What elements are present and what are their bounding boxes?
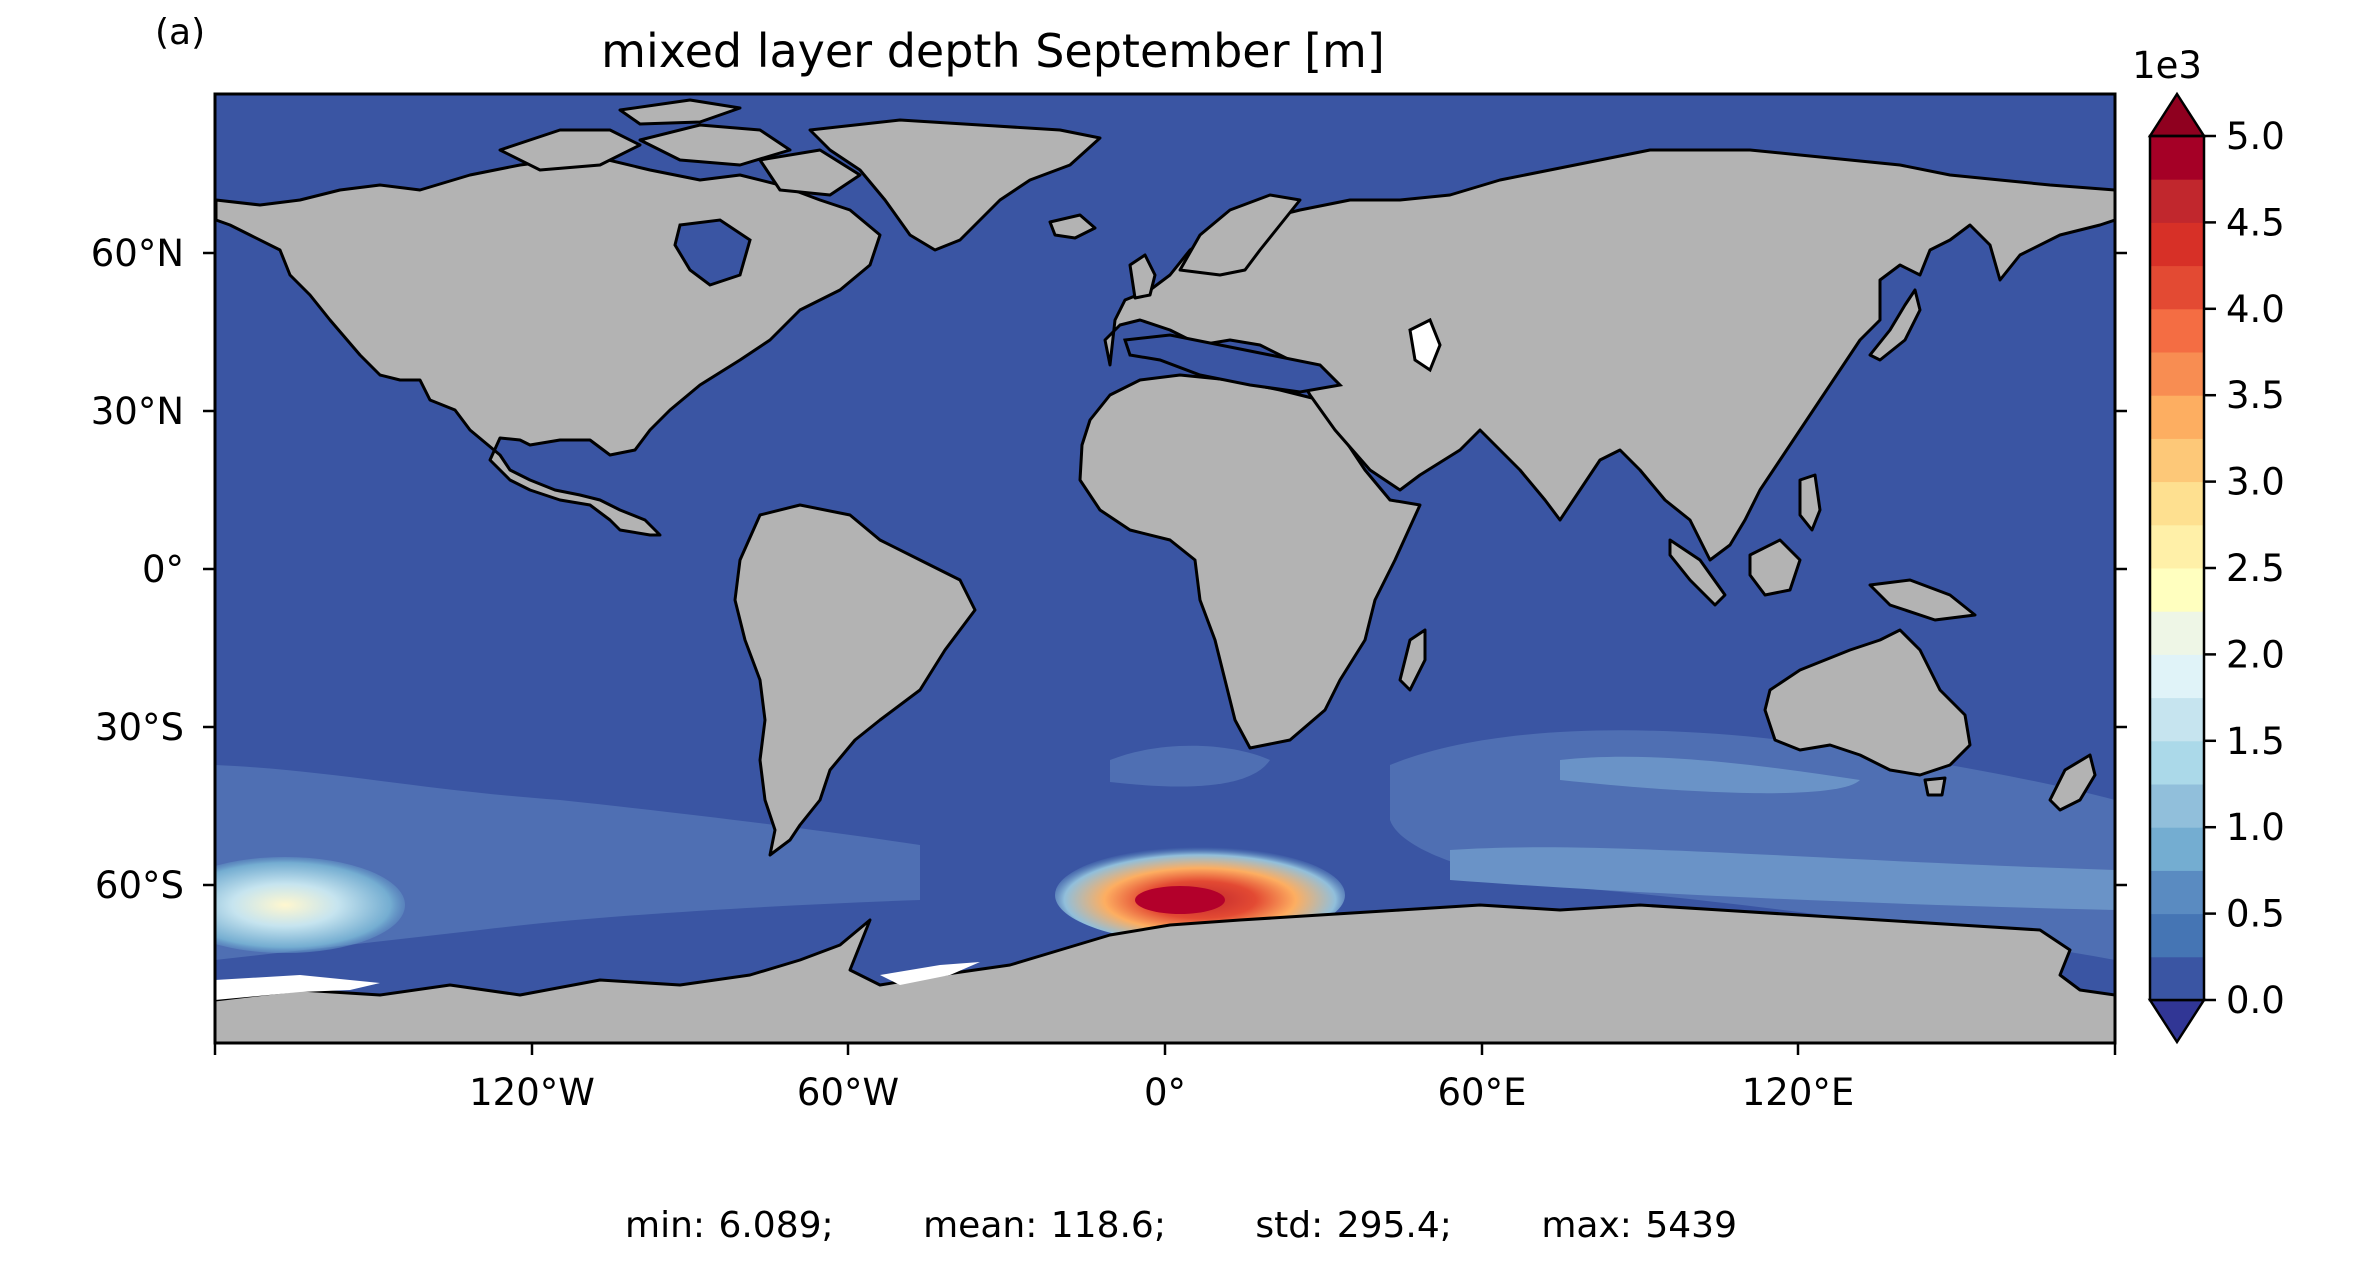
colorbar-labels: 0.0 0.5 1.0 1.5 2.0 2.5 3.0 3.5 4.0 4.5 5.0 [2204,115,2285,1022]
map-title: mixed layer depth September [m] [0,24,2362,78]
arctic-island [618,98,742,126]
land-layer [215,98,2115,1043]
antarctica [215,903,2115,1043]
lon-label: 120°W [469,1071,595,1114]
lon-label: 0° [1144,1071,1186,1114]
colorbar-tick-label: 0.0 [2226,979,2285,1022]
colorbar-bin [2150,568,2204,612]
lon-label: 60°W [797,1071,899,1114]
colorbar-bin [2150,740,2204,785]
arctic-island [758,148,862,197]
british-isles [1128,253,1157,300]
lat-label: 60°S [95,864,184,907]
greenland [808,118,1102,252]
stats-line: min: 6.089; mean: 118.6; std: 295.4; max… [0,1205,2362,1246]
lon-label: 120°E [1742,1071,1855,1114]
colorbar-bin [2150,222,2204,267]
eurasia [1103,148,2115,562]
sumatra [1668,538,1727,607]
lon-label: 60°E [1438,1071,1527,1114]
south-america [733,503,977,857]
colorbar-bin [2150,784,2204,828]
arctic-island [498,128,642,172]
colorbar-bin [2150,265,2204,310]
caspian-sea [1408,317,1442,373]
colorbar-tick-label: 5.0 [2226,115,2285,158]
colorbar-bin [2150,352,2204,396]
colorbar-bin [2150,524,2204,569]
mediterranean [1122,333,1344,394]
colorbar-tick-label: 3.5 [2226,374,2285,417]
colorbar-bin [2150,913,2204,958]
southern-ocean-band [1450,847,2115,910]
japan [1868,288,1922,362]
lat-ticks [203,251,2127,887]
colorbar-tick-label: 2.5 [2226,547,2285,590]
colorbar-bin [2150,870,2204,915]
southern-ocean-band [1110,745,1270,787]
colorbar-tick-label: 4.0 [2226,288,2285,331]
colorbar-bin [2150,654,2204,699]
map-title-text: mixed layer depth September [m] [601,24,1385,78]
lat-label: 30°N [91,390,184,433]
colorbar-bin [2150,395,2204,439]
colorbar-over-extension [2147,91,2207,138]
colorbar-exponent: 1e3 [2132,44,2202,87]
iceland [1048,213,1097,240]
southern-ocean-band [1560,756,1860,794]
madagascar [1398,628,1427,692]
ronne-ice-shelf [880,962,980,985]
map-panel [215,94,2115,1043]
lat-label: 0° [142,548,184,591]
colorbar-under-extension [2147,998,2207,1045]
colorbar-tick-label: 3.0 [2226,461,2285,504]
ross-sea-convection-patch [215,857,405,953]
colorbar-bin [2150,308,2204,353]
philippines [1798,473,1822,532]
lat-label: 60°N [91,232,184,275]
colorbar-bin [2150,827,2204,871]
colorbar-bin [2150,697,2204,742]
new-guinea [1868,578,1977,622]
weddell-core [1135,886,1225,914]
tasmania [1923,776,1947,797]
lat-label: 30°S [95,706,184,749]
colorbar-tick-label: 1.5 [2226,720,2285,763]
stat-mean: mean: 118.6; [923,1205,1166,1246]
colorbar-tick-label: 4.5 [2226,201,2285,244]
stat-std: std: 295.4; [1255,1205,1452,1246]
colorbar-bin [2150,179,2204,223]
hudson-bay [673,218,752,287]
colorbar-bin [2150,438,2204,483]
stat-max: max: 5439 [1541,1205,1737,1246]
colorbar-tick-label: 0.5 [2226,893,2285,936]
lon-ticks [213,1043,2117,1055]
colorbar-tick-label: 2.0 [2226,633,2285,676]
colorbar-bin [2150,956,2204,1001]
scandinavia [1178,193,1302,277]
colorbar-bin [2150,611,2204,655]
colorbar-bin [2150,481,2204,526]
new-zealand [2048,753,2097,812]
stat-min: min: 6.089; [625,1205,834,1246]
australia [1763,628,1972,777]
panel-label: (a) [155,12,206,53]
colorbar-bin [2150,136,2204,180]
ross-ice-shelf [215,975,380,1000]
borneo [1748,538,1802,597]
colorbar [2147,91,2207,1045]
colorbar-tick-label: 1.0 [2226,806,2285,849]
arctic-island [638,123,792,167]
